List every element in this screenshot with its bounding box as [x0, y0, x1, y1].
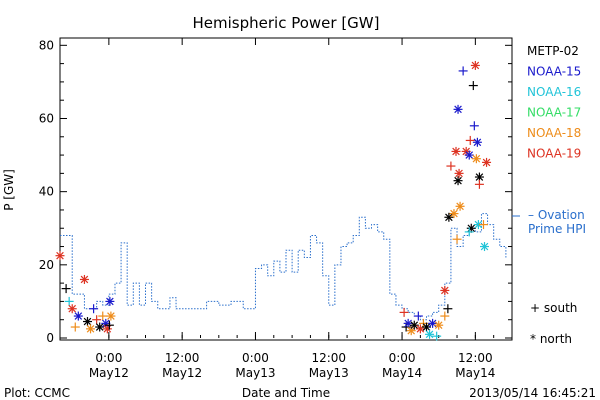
marker-metp-02-north [95, 322, 105, 332]
marker-noaa-16-south [432, 331, 442, 341]
x-axis: 0:00May1212:00May120:00May1312:00May130:… [89, 38, 495, 380]
marker-noaa-15-north [472, 137, 482, 147]
legend-metp-02: METP-02 [527, 44, 579, 58]
marker-noaa-19-south [474, 179, 484, 189]
ovation-series [60, 213, 520, 321]
marker-noaa-19-south [92, 315, 102, 325]
marker-noaa-15-north [464, 150, 474, 160]
x-tick-label-time: 0:00 [242, 351, 269, 365]
marker-noaa-16-north [425, 329, 435, 339]
x-tick-label-time: 0:00 [389, 351, 416, 365]
marker-noaa-18-north [471, 154, 481, 164]
marker-metp-02-north [453, 176, 463, 186]
y-tick-label: 20 [39, 258, 54, 272]
legend-noaa-19: NOAA-19 [527, 147, 581, 161]
marker-noaa-19-north [55, 251, 65, 261]
y-tick-label: 80 [39, 38, 54, 52]
marker-noaa-19-north [451, 146, 461, 156]
marker-noaa-19-south [399, 307, 409, 317]
marker-noaa-19-south [446, 161, 456, 171]
ovation-legend-line2: Prime HPI [528, 222, 586, 236]
marker-noaa-18-south [70, 322, 80, 332]
x-tick-label-date: May12 [89, 366, 129, 380]
plot-credit: Plot: CCMC [4, 386, 70, 400]
y-axis-label: P [GW] [2, 169, 16, 211]
north-marker-legend: * north [530, 332, 572, 346]
marker-metp-02-south [443, 304, 453, 314]
marker-noaa-15-south [458, 66, 468, 76]
chart-title: Hemispheric Power [GW] [193, 14, 380, 32]
marker-noaa-15-south [469, 121, 479, 131]
marker-noaa-19-north [67, 304, 77, 314]
marker-noaa-16-south [464, 227, 474, 237]
marker-noaa-18-south [452, 234, 462, 244]
marker-metp-02-north [444, 212, 454, 222]
marker-noaa-15-north [105, 296, 115, 306]
legend: METP-02 NOAA-15 NOAA-16 NOAA-17 NOAA-18 NOAA-… [527, 44, 581, 161]
south-marker-legend: + south [530, 301, 577, 315]
marker-metp-02-south [401, 322, 411, 332]
marker-noaa-19-north [440, 285, 450, 295]
plot-timestamp: 2013/05/14 16:45:21 [469, 386, 596, 400]
marker-noaa-18-north [86, 324, 96, 334]
marker-noaa-19-north [79, 274, 89, 284]
y-tick-label: 60 [39, 111, 54, 125]
x-tick-label-time: 12:00 [165, 351, 200, 365]
x-tick-label-date: May13 [235, 366, 275, 380]
y-tick-label: 40 [39, 185, 54, 199]
marker-noaa-15-south [413, 311, 423, 321]
marker-metp-02-south [61, 284, 71, 294]
ovation-line [60, 213, 507, 321]
x-tick-label-date: May13 [309, 366, 349, 380]
x-tick-label-time: 0:00 [95, 351, 122, 365]
x-tick-label-date: May12 [162, 366, 202, 380]
marker-metp-02-north [82, 317, 92, 327]
marker-noaa-15-north [73, 311, 83, 321]
marker-noaa-19-north [454, 168, 464, 178]
marker-noaa-18-south [440, 311, 450, 321]
plot-area [59, 37, 513, 341]
marker-noaa-16-north [480, 242, 490, 252]
x-axis-label: Date and Time [242, 386, 330, 400]
marker-metp-02-north [421, 322, 431, 332]
x-tick-label-date: May14 [382, 366, 422, 380]
legend-noaa-18: NOAA-18 [527, 126, 581, 140]
y-tick-label: 0 [46, 331, 54, 345]
marker-noaa-18-north [449, 209, 459, 219]
y-axis: 0 20 40 60 80 [39, 38, 512, 345]
marker-noaa-18-south [98, 311, 108, 321]
marker-noaa-15-north [428, 318, 438, 328]
marker-noaa-18-north [434, 320, 444, 330]
x-tick-label-time: 12:00 [311, 351, 346, 365]
marker-metp-02-north [409, 320, 419, 330]
marker-metp-02-south [104, 320, 114, 330]
marker-noaa-19-north [470, 60, 480, 70]
satellite-markers [55, 60, 492, 341]
marker-noaa-19-south [465, 135, 475, 145]
marker-noaa-18-north [455, 201, 465, 211]
marker-noaa-15-south [89, 304, 99, 314]
marker-metp-02-south [468, 81, 478, 91]
marker-noaa-16-south [64, 296, 74, 306]
marker-noaa-18-south [478, 220, 488, 230]
x-tick-label-date: May14 [455, 366, 495, 380]
marker-noaa-18-north [106, 311, 116, 321]
legend-noaa-17: NOAA-17 [527, 106, 581, 120]
ovation-legend-line1: – Ovation [528, 208, 585, 222]
marker-noaa-15-north [453, 104, 463, 114]
x-tick-label-time: 12:00 [458, 351, 493, 365]
legend-noaa-15: NOAA-15 [527, 65, 581, 79]
marker-noaa-19-north [482, 157, 492, 167]
legend-noaa-16: NOAA-16 [527, 85, 581, 99]
